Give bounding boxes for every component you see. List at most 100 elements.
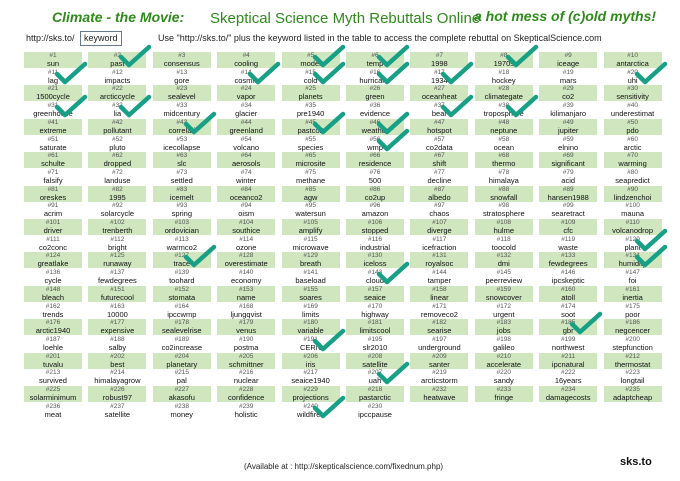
keyword-cell[interactable]: #24 vapor — [217, 85, 276, 102]
keyword-cell[interactable]: #78 himalaya — [475, 169, 533, 185]
keyword-cell[interactable]: #86 co2up — [346, 185, 404, 202]
keyword-cell[interactable]: #125 runaway — [88, 252, 147, 269]
keyword-cell[interactable]: #59 elnino — [539, 136, 597, 152]
keyword-cell[interactable]: #7 1998 — [410, 52, 469, 68]
keyword-cell[interactable]: #181 limitscool — [346, 319, 404, 336]
keyword-cell[interactable]: #178 sealevelrise — [152, 319, 211, 336]
keyword-cell[interactable]: #132 dmi — [474, 252, 533, 269]
keyword-cell[interactable]: #106 stopped — [346, 219, 404, 235]
keyword-cell[interactable]: #145 peerreview — [475, 269, 533, 285]
keyword-cell[interactable]: #223 longtail — [604, 369, 662, 385]
keyword-cell[interactable]: #237 satellite — [88, 403, 146, 419]
keyword-cell[interactable]: #204 planetary — [152, 352, 211, 369]
keyword-cell[interactable]: #137 fewdegrees — [88, 269, 146, 285]
keyword-cell[interactable]: #148 bleach — [24, 285, 82, 302]
keyword-cell[interactable]: #110 volcanodrop — [603, 219, 662, 235]
keyword-cell[interactable]: #93 spring — [153, 202, 211, 218]
keyword-cell[interactable]: #85 agw — [281, 185, 340, 202]
keyword-cell[interactable]: #77 decline — [410, 169, 468, 185]
keyword-cell[interactable]: #87 albedo — [410, 185, 469, 202]
keyword-cell[interactable]: #102 trenberth — [88, 219, 147, 235]
keyword-cell[interactable]: #220 sandy — [475, 369, 533, 385]
keyword-cell[interactable]: #157 seaice — [346, 285, 404, 302]
keyword-cell[interactable]: #112 bright — [88, 236, 146, 252]
keyword-cell[interactable]: #76 500 — [346, 169, 404, 185]
keyword-cell[interactable]: #41 extreme — [24, 118, 82, 135]
keyword-cell[interactable]: #44 greenland — [217, 118, 276, 135]
keyword-cell[interactable]: #129 breath — [281, 252, 340, 269]
keyword-cell[interactable]: #219 arcticstorm — [410, 369, 468, 385]
keyword-cell[interactable]: #34 glacier — [217, 102, 275, 118]
keyword-cell[interactable]: #105 amplify — [281, 219, 340, 235]
keyword-cell[interactable]: #120 plant — [604, 236, 662, 252]
keyword-cell[interactable]: #12 impacts — [88, 69, 146, 85]
keyword-cell[interactable]: #21 1500cycle — [24, 85, 82, 102]
keyword-cell[interactable]: #155 soares — [281, 285, 340, 302]
keyword-cell[interactable]: #104 southice — [217, 219, 276, 235]
keyword-cell[interactable]: #74 winter — [217, 169, 275, 185]
keyword-cell[interactable]: #10 antarctica — [603, 52, 662, 68]
keyword-cell[interactable]: #81 oreskes — [24, 185, 82, 202]
keyword-cell[interactable]: #146 ipcskeptic — [539, 269, 597, 285]
keyword-cell[interactable]: #23 sealevel — [152, 85, 211, 102]
keyword-cell[interactable]: #200 stepfunction — [604, 336, 662, 352]
keyword-cell[interactable]: #180 variable — [281, 319, 340, 336]
keyword-cell[interactable]: #96 amazon — [346, 202, 404, 218]
keyword-cell[interactable]: #15 cold — [282, 69, 340, 85]
keyword-cell[interactable]: #172 urgent — [475, 303, 533, 319]
keyword-cell[interactable]: #190 postma — [217, 336, 275, 352]
keyword-cell[interactable]: #89 hansen1988 — [539, 185, 598, 202]
keyword-cell[interactable]: #151 futurecool — [88, 285, 147, 302]
keyword-cell[interactable]: #8 1970s — [474, 52, 533, 68]
keyword-cell[interactable]: #49 jupiter — [539, 118, 598, 135]
keyword-cell[interactable]: #38 troposphere — [475, 102, 533, 118]
keyword-cell[interactable]: #2 past — [88, 52, 147, 68]
keyword-cell[interactable]: #100 mauna — [604, 202, 662, 218]
keyword-cell[interactable]: #189 co2increase — [153, 336, 211, 352]
keyword-cell[interactable]: #103 ordovician — [152, 219, 211, 235]
keyword-cell[interactable]: #47 hotspot — [410, 118, 469, 135]
keyword-cell[interactable]: #228 confidence — [217, 386, 276, 402]
keyword-cell[interactable]: #238 money — [153, 403, 211, 419]
keyword-cell[interactable]: #233 fringe — [474, 386, 533, 402]
keyword-cell[interactable]: #95 watersun — [282, 202, 340, 218]
keyword-cell[interactable]: #37 bear — [410, 102, 468, 118]
keyword-cell[interactable]: #162 trends — [24, 303, 82, 319]
keyword-cell[interactable]: #55 species — [282, 136, 340, 152]
keyword-cell[interactable]: #201 tuvalu — [24, 352, 82, 369]
keyword-cell[interactable]: #39 kilimanjaro — [539, 102, 597, 118]
keyword-cell[interactable]: #108 hulme — [474, 219, 533, 235]
keyword-cell[interactable]: #58 ocean — [475, 136, 533, 152]
keyword-cell[interactable]: #169 limits — [282, 303, 340, 319]
keyword-cell[interactable]: #127 trace — [152, 252, 211, 269]
keyword-cell[interactable]: #182 searise — [410, 319, 469, 336]
keyword-cell[interactable]: #46 weather — [346, 118, 404, 135]
keyword-cell[interactable]: #232 heatwave — [410, 386, 469, 402]
keyword-cell[interactable]: #11 lag — [24, 69, 82, 85]
keyword-cell[interactable]: #141 baseload — [282, 269, 340, 285]
keyword-cell[interactable]: #64 aerosols — [217, 152, 276, 169]
keyword-cell[interactable]: #32 lia — [88, 102, 146, 118]
keyword-cell[interactable]: #54 volcano — [217, 136, 275, 152]
keyword-cell[interactable]: #229 projections — [281, 386, 340, 402]
keyword-cell[interactable]: #186 negcencer — [603, 319, 662, 336]
keyword-cell[interactable]: #51 saturate — [24, 136, 82, 152]
keyword-cell[interactable]: #185 gbr — [539, 319, 598, 336]
keyword-cell[interactable]: #140 economy — [217, 269, 275, 285]
keyword-cell[interactable]: #80 seapredict — [604, 169, 662, 185]
keyword-cell[interactable]: #205 schmittner — [217, 352, 276, 369]
keyword-cell[interactable]: #131 royalsoc — [410, 252, 469, 269]
keyword-cell[interactable]: #66 residence — [346, 152, 404, 169]
keyword-cell[interactable]: #152 stomata — [152, 285, 211, 302]
keyword-cell[interactable]: #18 hockey — [475, 69, 533, 85]
keyword-cell[interactable]: #114 ozone — [217, 236, 275, 252]
keyword-cell[interactable]: #158 linear — [410, 285, 469, 302]
keyword-cell[interactable]: #75 methane — [282, 169, 340, 185]
keyword-cell[interactable]: #5 model — [281, 52, 340, 68]
keyword-cell[interactable]: #63 slc — [152, 152, 211, 169]
keyword-cell[interactable]: #213 survived — [24, 369, 82, 385]
keyword-cell[interactable]: #235 adaptcheap — [603, 386, 662, 402]
keyword-cell[interactable]: #45 pastco2 — [281, 118, 340, 135]
keyword-cell[interactable]: #177 expensive — [88, 319, 147, 336]
keyword-cell[interactable]: #183 jobs — [474, 319, 533, 336]
